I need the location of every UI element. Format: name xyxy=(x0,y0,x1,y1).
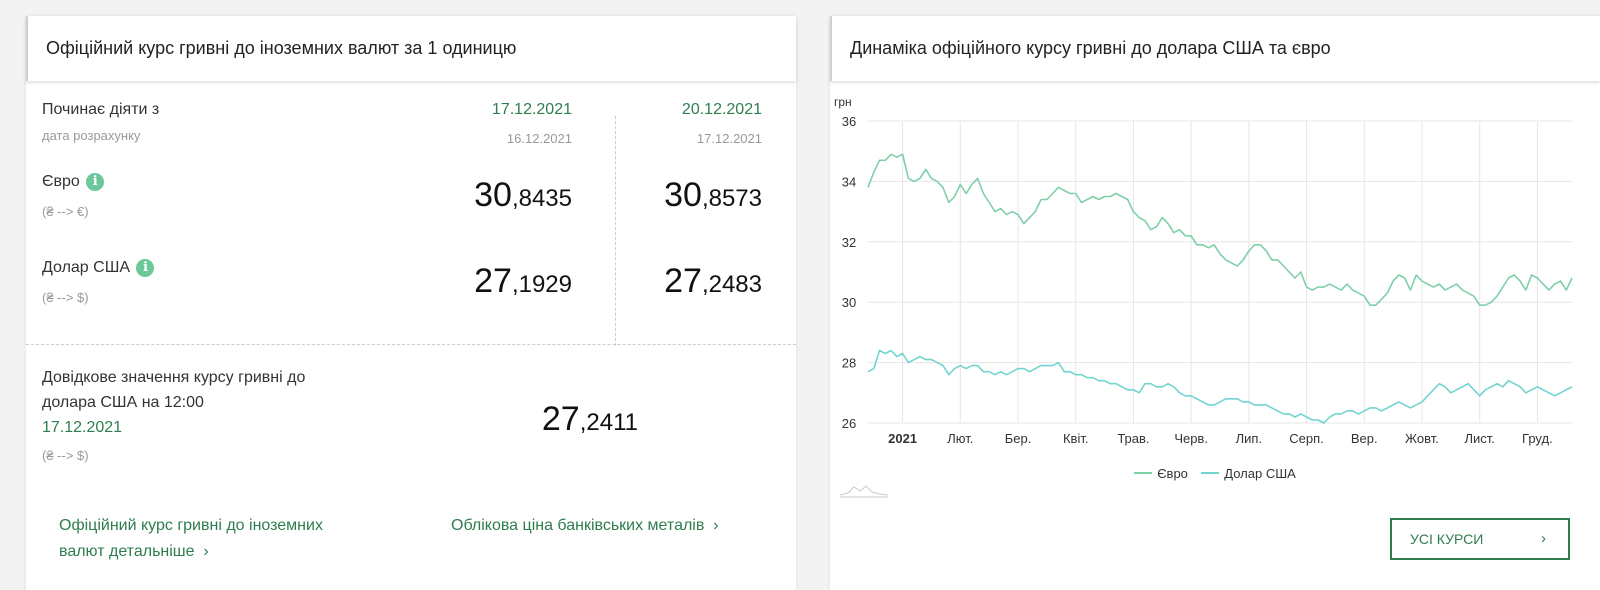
usd-series-line xyxy=(867,349,1573,424)
x-tick-label: Лист. xyxy=(1464,431,1494,446)
y-axis-label: грн xyxy=(834,95,852,109)
metals-price-link[interactable]: Облікова ціна банківських металів › xyxy=(451,513,719,539)
usd-name: Долар США xyxy=(42,259,131,277)
x-tick-label: Бер. xyxy=(1005,431,1032,446)
calc-date-label: дата розрахунку xyxy=(42,128,141,143)
rate-dynamics-title: Динаміка офіційного курсу гривні до дола… xyxy=(850,38,1331,58)
ref-direction: (₴ --> $) xyxy=(42,448,89,463)
legend-euro-swatch xyxy=(1134,472,1153,474)
ref-rate: 27,2411 xyxy=(446,400,638,439)
ref-description: Довідкове значення курсу гривні до долар… xyxy=(42,365,305,440)
usd-direction: (₴ --> $) xyxy=(42,290,89,305)
legend-item-euro[interactable]: Євро xyxy=(1134,466,1188,481)
euro-rate-col2-frac: ,8573 xyxy=(701,185,762,212)
x-tick-label: Вер. xyxy=(1351,431,1378,446)
all-rates-button[interactable]: УСІ КУРСИ › xyxy=(1390,518,1570,560)
euro-rate-col1-frac: ,8435 xyxy=(511,185,572,212)
legend-usd-label: Долар США xyxy=(1224,465,1296,481)
y-tick-label: 30 xyxy=(842,295,856,310)
official-rates-header: Офіційний курс гривні до іноземних валют… xyxy=(26,16,796,81)
usd-info-icon[interactable]: i xyxy=(136,259,155,277)
y-tick-label: 32 xyxy=(842,235,856,250)
ref-date: 17.12.2021 xyxy=(42,419,123,436)
column-divider xyxy=(615,116,616,346)
detail-link-line2: валют детальніше xyxy=(59,543,195,560)
detail-link-line1: Офіційний курс гривні до іноземних xyxy=(59,517,323,534)
legend-item-usd[interactable]: Долар США xyxy=(1201,466,1296,481)
y-tick-label: 34 xyxy=(842,174,856,189)
x-tick-label: Квіт. xyxy=(1063,431,1089,446)
col1-date: 17.12.2021 xyxy=(491,101,572,118)
usd-rate-col2: 27,2483 xyxy=(586,262,762,301)
x-tick-label: Лип. xyxy=(1236,431,1262,446)
y-tick-label: 36 xyxy=(842,114,856,129)
metals-link-label: Облікова ціна банківських металів xyxy=(451,517,705,534)
legend-euro-label: Євро xyxy=(1157,465,1188,481)
all-rates-button-label: УСІ КУРСИ xyxy=(1410,531,1484,547)
ref-rate-frac: ,2411 xyxy=(579,409,638,436)
navigator-mini-chart-icon[interactable] xyxy=(840,483,888,499)
usd-rate-col1: 27,1929 xyxy=(386,262,572,301)
euro-rate-col2: 30,8573 xyxy=(586,176,762,215)
section-divider xyxy=(26,344,796,345)
usd-label: Долар США i xyxy=(42,259,155,277)
euro-series-line xyxy=(867,153,1573,306)
detail-chevron-icon: › xyxy=(203,543,209,560)
x-tick-label: Лют. xyxy=(947,431,973,446)
col1-calc-date: 16.12.2021 xyxy=(506,131,572,146)
rate-chart: 26 28 30 32 34 36 грн 2021 Лют. Бер. Квіт. Трав. Чер… xyxy=(834,95,1573,446)
euro-info-icon[interactable]: i xyxy=(86,173,105,191)
x-tick-label: Жовт. xyxy=(1405,431,1439,446)
x-tick-label: 2021 xyxy=(888,431,917,446)
all-rates-chevron-icon: › xyxy=(1541,530,1546,547)
ref-line1: Довідкове значення курсу гривні до xyxy=(42,369,306,386)
chart-legend: Євро Долар США xyxy=(830,461,1600,481)
rate-dynamics-header: Динаміка офіційного курсу гривні до дола… xyxy=(830,16,1600,81)
usd-rate-col1-frac: ,1929 xyxy=(511,271,572,298)
metals-chevron-icon: › xyxy=(713,517,719,534)
euro-name: Євро xyxy=(42,173,80,191)
col2-date: 20.12.2021 xyxy=(681,101,762,118)
usd-rate-col2-int: 27 xyxy=(664,262,702,300)
usd-rate-col1-int: 27 xyxy=(474,262,512,300)
col2-calc-date: 17.12.2021 xyxy=(696,131,762,146)
y-tick-label: 26 xyxy=(842,416,856,431)
ref-rate-int: 27 xyxy=(541,400,580,438)
rate-dynamics-card: Динаміка офіційного курсу гривні до дола… xyxy=(830,16,1600,590)
euro-label: Євро i xyxy=(42,173,105,191)
x-tick-label: Серп. xyxy=(1289,431,1324,446)
euro-direction: (₴ --> €) xyxy=(42,204,89,219)
official-rates-title: Офіційний курс гривні до іноземних валют… xyxy=(46,38,517,58)
starts-label: Починає діяти з xyxy=(42,101,160,118)
x-tick-label: Груд. xyxy=(1522,431,1553,446)
euro-rate-col1: 30,8435 xyxy=(386,176,572,215)
usd-rate-col2-frac: ,2483 xyxy=(701,271,762,298)
y-tick-label: 28 xyxy=(842,356,856,371)
ref-line2: долара США на 12:00 xyxy=(42,394,204,411)
euro-rate-col2-int: 30 xyxy=(664,176,702,214)
detail-rates-link[interactable]: Офіційний курс гривні до іноземних валют… xyxy=(59,513,323,565)
legend-usd-swatch xyxy=(1201,472,1220,474)
x-tick-label: Черв. xyxy=(1174,431,1208,446)
euro-rate-col1-int: 30 xyxy=(474,176,512,214)
official-rates-card: Офіційний курс гривні до іноземних валют… xyxy=(26,16,796,590)
x-tick-label: Трав. xyxy=(1117,431,1149,446)
